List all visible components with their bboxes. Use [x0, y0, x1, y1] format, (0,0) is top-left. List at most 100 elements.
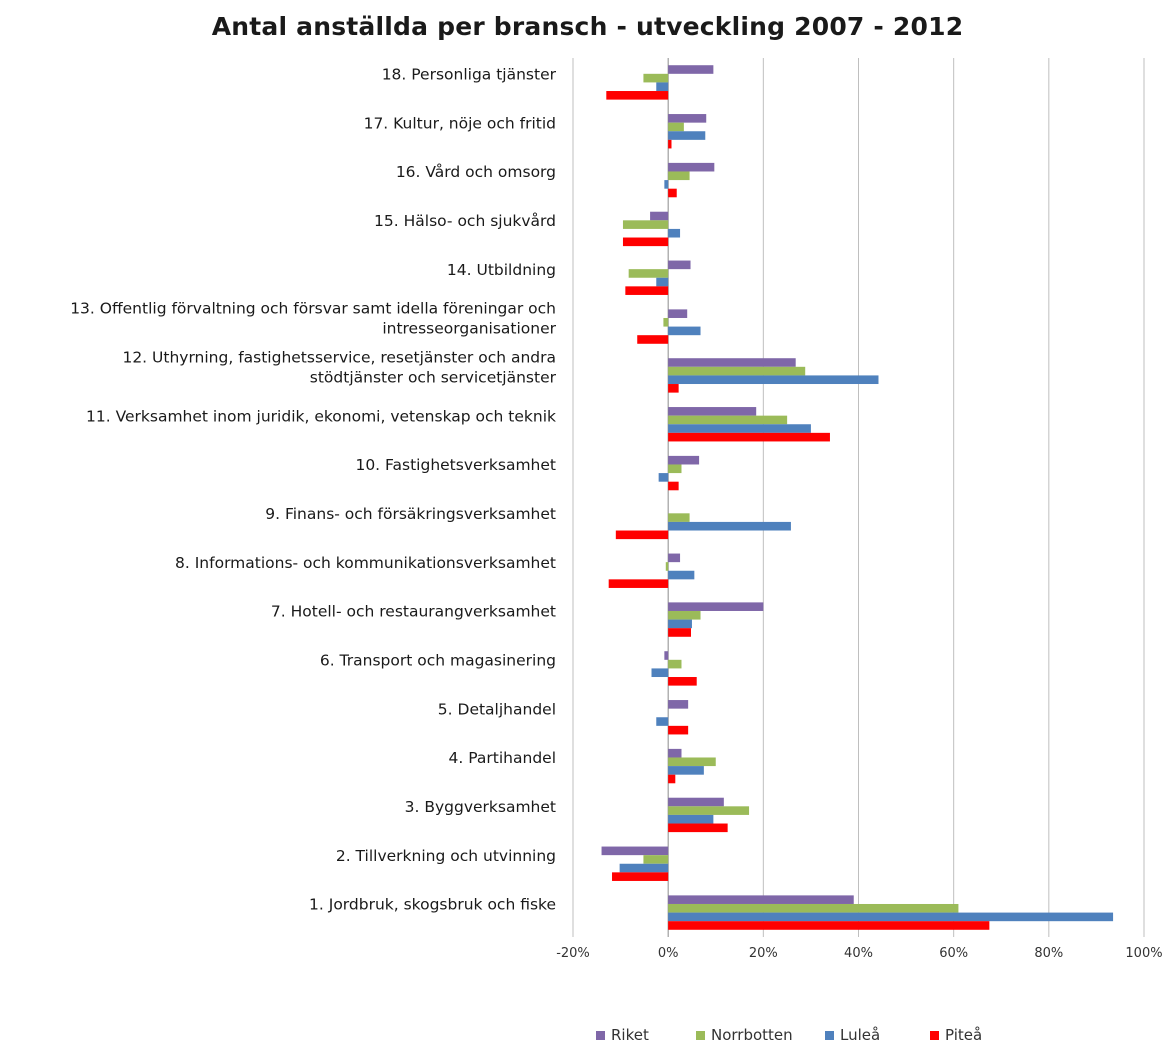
bar-riket [668, 748, 682, 758]
bar-lule- [668, 570, 695, 580]
bar-riket [668, 309, 688, 318]
legend: Riket Norrbotten Luleå Piteå [596, 1026, 982, 1044]
bar-norrbotten [668, 659, 682, 669]
bar-lule- [658, 473, 669, 482]
bar-norrbotten [668, 806, 750, 815]
category-labels: 18. Personliga tjänster 17. Kultur, nöje … [70, 65, 556, 913]
category-label: intresseorganisationer [382, 320, 556, 338]
bar-norrbotten [668, 903, 959, 913]
bar-pite- [668, 481, 679, 491]
bar-norrbotten [628, 269, 669, 278]
x-tick-label: 20% [749, 946, 778, 961]
bar-riket [668, 162, 715, 172]
category-label: 7. Hotell- och restaurangverksamhet [271, 603, 556, 621]
legend-label: Riket [611, 1026, 649, 1044]
bar-lule- [668, 131, 706, 140]
bar-riket [668, 65, 714, 74]
legend-swatch [930, 1031, 939, 1040]
bar-lule- [668, 326, 701, 336]
category-label: 15. Hälso- och sjukvård [374, 212, 556, 230]
bar-lule- [619, 863, 669, 873]
bar-riket [668, 895, 854, 904]
bar-pite- [625, 286, 669, 295]
bar-norrbotten [643, 73, 669, 83]
bar-pite- [668, 921, 990, 930]
bar-lule- [668, 619, 692, 629]
x-tick-label: 100% [1125, 946, 1162, 961]
chart-title: Antal anställda per bransch - utveckling… [211, 12, 964, 41]
x-tick-label: 0% [658, 946, 679, 961]
bar-norrbotten [668, 366, 806, 376]
bar-pite- [612, 872, 669, 881]
bar-lule- [668, 424, 811, 433]
category-label: 13. Offentlig förvaltning och försvar sa… [70, 300, 556, 318]
bar-norrbotten [665, 562, 669, 571]
bar-riket [668, 602, 764, 611]
bar-pite- [606, 91, 669, 100]
bar-riket [668, 455, 700, 465]
bar-pite- [668, 677, 697, 686]
bar-norrbotten [668, 415, 788, 425]
bar-norrbotten [668, 464, 682, 474]
bar-riket [668, 407, 757, 416]
bar-pite- [668, 725, 689, 735]
category-label: 10. Fastighetsverksamhet [355, 456, 556, 474]
category-label: 5. Detaljhandel [438, 700, 556, 718]
bar-norrbotten [668, 610, 701, 620]
bars [601, 65, 1114, 930]
bar-riket [668, 114, 707, 123]
bar-riket [668, 700, 689, 709]
x-axis-tick-labels: -20% 0% 20% 40% 60% 80% 100% [556, 946, 1162, 961]
category-label: 11. Verksamhet inom juridik, ekonomi, ve… [86, 407, 556, 425]
bar-pite- [668, 139, 672, 149]
category-label: stödtjänster och servicetjänster [310, 368, 557, 386]
category-label: 9. Finans- och försäkringsverksamhet [265, 505, 556, 523]
bar-pite- [668, 823, 728, 833]
legend-swatch [825, 1031, 834, 1040]
bar-pite- [637, 335, 669, 344]
category-label: 12. Uthyrning, fastighetsservice, resetj… [122, 348, 556, 366]
bar-lule- [668, 228, 681, 238]
bar-lule- [668, 814, 714, 824]
bar-norrbotten [668, 513, 690, 522]
bar-riket [668, 260, 691, 270]
x-tick-label: -20% [556, 946, 590, 961]
category-label: 8. Informations- och kommunikationsverks… [175, 554, 556, 572]
bar-norrbotten [668, 171, 690, 181]
bar-riket [668, 797, 724, 807]
bar-lule- [664, 180, 669, 189]
bar-pite- [668, 432, 830, 442]
category-label: 17. Kultur, nöje och fritid [364, 114, 556, 132]
category-label: 6. Transport och magasinering [320, 651, 556, 669]
legend-label: Norrbotten [711, 1026, 793, 1044]
category-label: 4. Partihandel [449, 749, 556, 767]
bar-pite- [668, 188, 677, 198]
bar-pite- [622, 237, 669, 247]
bar-pite- [668, 628, 692, 637]
bar-pite- [608, 579, 669, 588]
bar-riket [601, 846, 669, 856]
x-tick-label: 40% [844, 946, 873, 961]
bar-norrbotten [622, 220, 669, 229]
bar-lule- [656, 277, 669, 287]
legend-swatch [696, 1031, 705, 1040]
bar-pite- [668, 384, 679, 393]
bar-lule- [656, 82, 669, 92]
bar-lule- [668, 766, 704, 775]
category-label: 3. Byggverksamhet [405, 798, 556, 816]
bar-norrbotten [668, 757, 716, 767]
bar-riket [664, 651, 669, 660]
bar-lule- [668, 375, 879, 385]
x-tick-label: 80% [1034, 946, 1063, 961]
category-label: 2. Tillverkning och utvinning [336, 847, 556, 865]
bar-norrbotten [643, 855, 669, 864]
bar-riket [668, 553, 681, 563]
bar-lule- [651, 668, 669, 678]
legend-label: Luleå [840, 1026, 880, 1044]
bar-lule- [656, 717, 669, 726]
bar-riket [650, 211, 669, 221]
category-label: 16. Vård och omsorg [396, 163, 556, 181]
bar-lule- [668, 912, 1114, 922]
gridlines [572, 58, 1145, 937]
